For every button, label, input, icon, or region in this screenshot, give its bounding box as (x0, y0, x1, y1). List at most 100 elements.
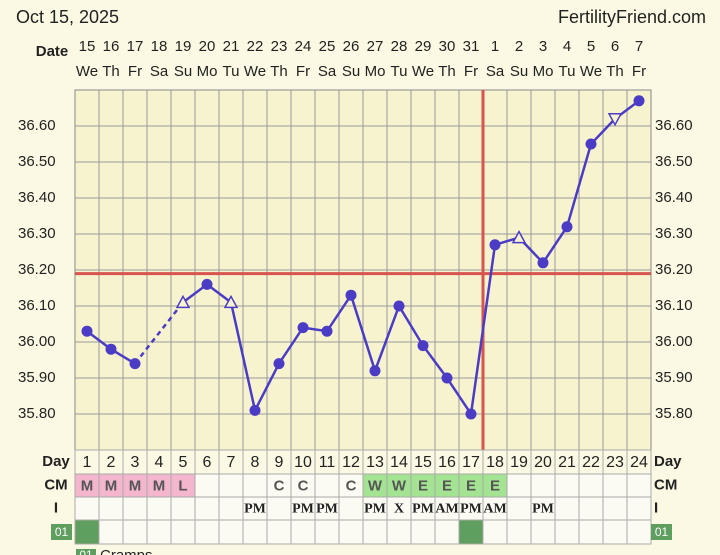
row-cell (578, 519, 604, 545)
row-cell (74, 519, 100, 545)
row-cell (578, 473, 604, 498)
row-cell (146, 449, 172, 475)
row-cell (626, 473, 652, 498)
y-tick-label: 36.10 (18, 297, 56, 314)
row-cell (554, 496, 580, 521)
temp-point (441, 372, 453, 384)
y-tick-label: 36.40 (18, 189, 56, 206)
weekday-label: Fr (296, 63, 310, 80)
weekday-label: Su (342, 63, 360, 80)
date-label: 20 (199, 38, 216, 55)
row-cell (578, 496, 604, 521)
row-cell (362, 449, 388, 475)
temp-point (489, 239, 501, 251)
y2-tick-label: 36.30 (655, 225, 693, 242)
row-cell-text: 20 (534, 454, 552, 471)
row-cell-text: 19 (510, 454, 528, 471)
row-cell-text: PM (364, 502, 386, 517)
row-cell-text: 14 (390, 454, 408, 471)
temp-point (417, 340, 429, 352)
row-cell-text: W (368, 477, 383, 494)
row-cell-text: C (298, 477, 309, 494)
temp-point (511, 230, 527, 244)
row-label: Day (654, 453, 682, 470)
row-cell-text: E (490, 477, 500, 494)
row-cell-text: 17 (462, 454, 480, 471)
row-label: I (654, 499, 658, 516)
weekday-label: Su (510, 63, 528, 80)
weekday-label: Sa (150, 63, 169, 80)
y2-tick-label: 36.20 (655, 261, 693, 278)
row-cell-text: 13 (366, 454, 384, 471)
date-label: 24 (295, 38, 312, 55)
row-cell (242, 449, 268, 475)
temp-point (129, 358, 141, 370)
legend-code: 01 (79, 548, 93, 555)
row-cell (218, 473, 244, 498)
temp-point (561, 221, 573, 233)
date-label: 4 (563, 38, 571, 55)
row-label: 01 (55, 525, 69, 539)
row-cell-text: 8 (251, 454, 260, 471)
weekday-label: Tu (391, 63, 408, 80)
legend-badge (76, 549, 96, 555)
row-label: 01 (655, 525, 669, 539)
temp-point (465, 408, 477, 420)
row-cell-text: PM (292, 502, 314, 517)
temp-point (585, 138, 597, 150)
row-cell-text: 22 (582, 454, 600, 471)
row-badge (51, 524, 72, 540)
weekday-label: Tu (223, 63, 240, 80)
row-cell-text: 9 (275, 454, 284, 471)
row-cell (554, 519, 580, 545)
date-label: 5 (587, 38, 595, 55)
temp-point (175, 294, 191, 309)
date-label: 28 (391, 38, 408, 55)
y2-tick-label: 36.40 (655, 189, 693, 206)
temp-point (249, 404, 261, 416)
row-cell (98, 519, 124, 545)
temp-line (182, 99, 640, 418)
weekday-label: Fr (464, 63, 478, 80)
temp-point (297, 322, 309, 334)
date-label: 27 (367, 38, 384, 55)
row-cell (146, 496, 172, 521)
row-cell-text: 2 (107, 454, 116, 471)
date-label: 29 (415, 38, 432, 55)
y-tick-label: 35.80 (18, 405, 56, 422)
row-cell-text: PM (532, 502, 554, 517)
row-cell-text: W (392, 477, 407, 494)
row-cell (218, 449, 244, 475)
weekday-label: Mo (533, 63, 554, 80)
gap-bridge (134, 301, 184, 365)
weekday-label: Mo (365, 63, 386, 80)
temp-point (369, 365, 381, 377)
row-cell (194, 473, 220, 498)
date-label: 6 (611, 38, 619, 55)
row-cell (74, 496, 100, 521)
temp-point (105, 343, 117, 355)
y2-tick-label: 36.60 (655, 117, 693, 134)
row-cell (314, 519, 340, 545)
row-cell-text: L (178, 477, 187, 494)
row-cell (122, 519, 148, 545)
weekday-label: Fr (128, 63, 142, 80)
row-cell (266, 519, 292, 545)
row-cell (482, 519, 508, 545)
row-cell (218, 496, 244, 521)
row-cell (338, 496, 364, 521)
row-cell (194, 496, 220, 521)
weekday-label: Tu (559, 63, 576, 80)
date-label: 16 (103, 38, 120, 55)
weekday-label: We (76, 63, 98, 80)
row-cell (602, 519, 628, 545)
row-cell-text: PM (244, 502, 266, 517)
temp-point (201, 278, 213, 290)
temp-point (273, 358, 285, 370)
chart-date: Oct 15, 2025 (16, 7, 119, 27)
row-cell (626, 496, 652, 521)
site-name: FertilityFriend.com (558, 7, 706, 27)
row-cell (98, 496, 124, 521)
